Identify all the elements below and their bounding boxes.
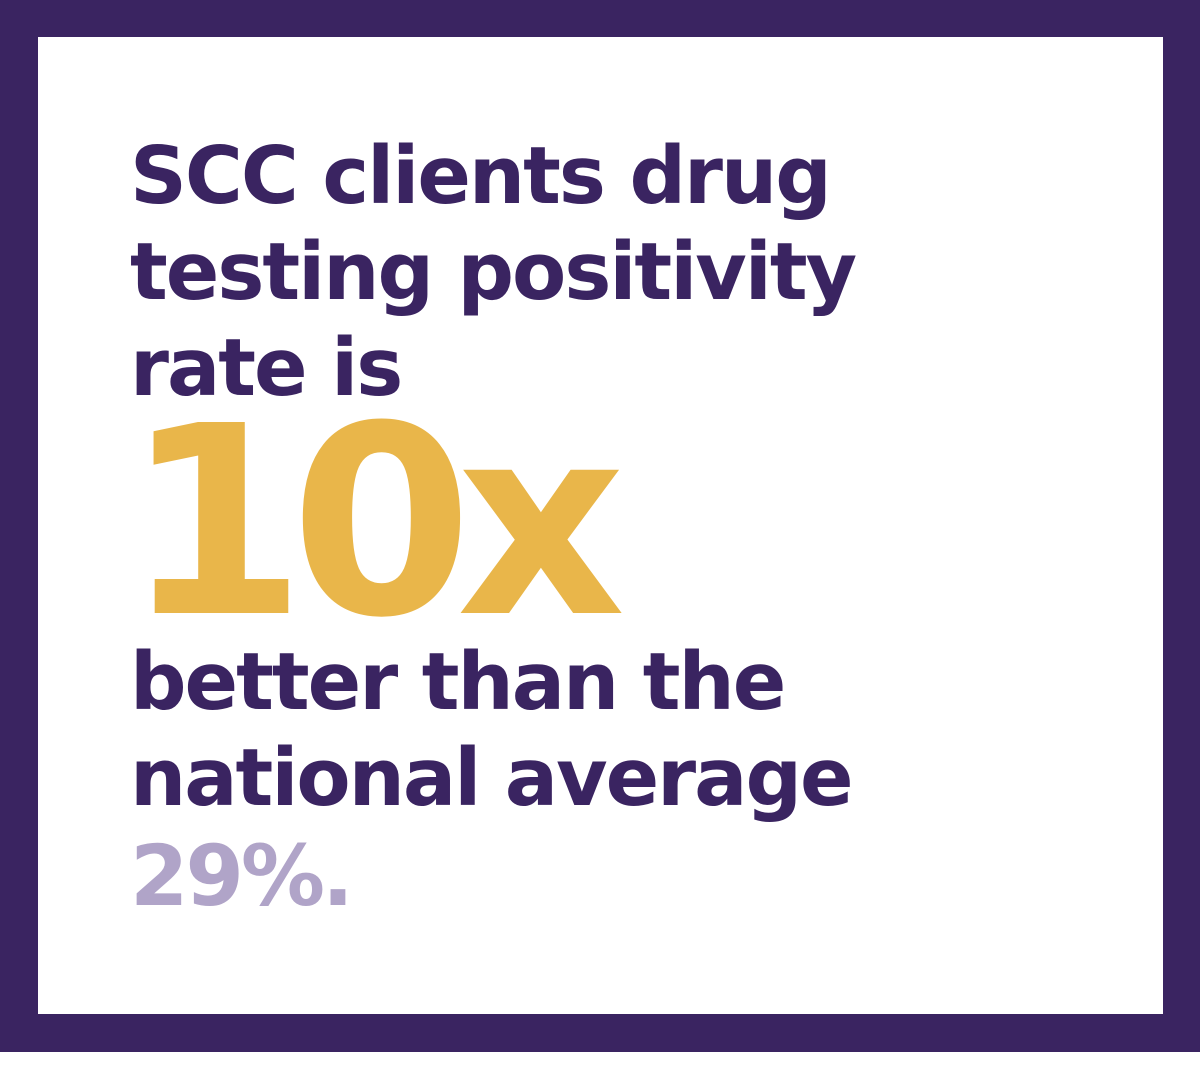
highlight-multiplier: 10x bbox=[124, 370, 626, 675]
border-frame bbox=[0, 0, 1200, 1052]
statement-line-5: national average bbox=[130, 732, 854, 824]
statement-line-4: better than the bbox=[130, 636, 786, 728]
statement-line-1: SCC clients drug bbox=[130, 130, 832, 222]
statistic-callout: SCC clients drug testing positivity rate… bbox=[124, 128, 1130, 926]
statement-line-3: rate is bbox=[130, 322, 403, 414]
national-average-figure: 29%. bbox=[130, 827, 354, 925]
statement-line-2: testing positivity bbox=[130, 226, 857, 318]
